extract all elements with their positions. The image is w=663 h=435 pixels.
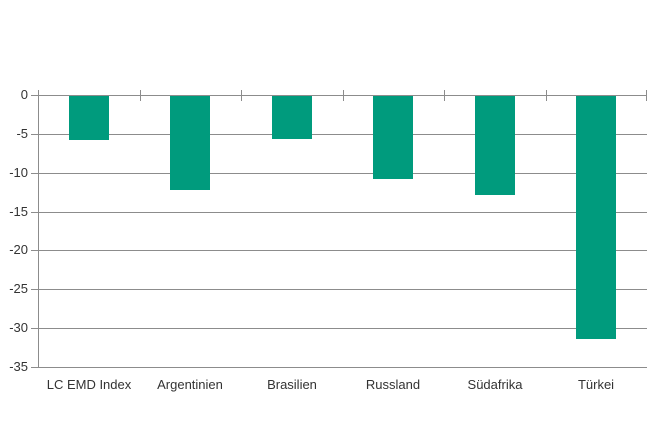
- x-axis-tick: [241, 90, 242, 101]
- x-axis-tick: [646, 90, 647, 101]
- bar: [576, 96, 616, 339]
- x-axis-tick: [38, 90, 39, 101]
- y-tick-label: -30: [9, 320, 28, 335]
- bar: [69, 96, 109, 140]
- y-tick-label: 0: [20, 87, 28, 102]
- category-label: Russland: [365, 377, 421, 392]
- y-axis-tick: [31, 173, 38, 174]
- gridline: [38, 367, 647, 368]
- y-tick-label: -35: [9, 359, 28, 374]
- gridline: [38, 250, 647, 251]
- x-axis-tick: [140, 90, 141, 101]
- y-axis-tick: [31, 289, 38, 290]
- y-tick-label: -25: [9, 281, 28, 296]
- gridline: [38, 212, 647, 213]
- category-label: Türkei: [577, 377, 615, 392]
- gridline: [38, 173, 647, 174]
- x-axis-tick: [546, 90, 547, 101]
- category-label: LC EMD Index: [46, 377, 132, 392]
- bar: [170, 96, 210, 190]
- bar: [272, 96, 312, 139]
- y-tick-label: -10: [9, 165, 28, 180]
- x-axis-tick: [444, 90, 445, 101]
- y-axis-tick: [31, 212, 38, 213]
- gridline: [38, 289, 647, 290]
- bar: [475, 96, 515, 195]
- bar: [373, 96, 413, 179]
- x-axis-tick: [343, 90, 344, 101]
- y-tick-label: -5: [16, 126, 28, 141]
- y-axis-tick: [31, 250, 38, 251]
- gridline: [38, 95, 647, 96]
- category-label: Brasilien: [267, 377, 317, 392]
- y-tick-label: -20: [9, 242, 28, 257]
- y-axis-tick: [31, 134, 38, 135]
- y-tick-label: -15: [9, 204, 28, 219]
- y-axis-tick: [31, 328, 38, 329]
- category-label: Argentinien: [157, 377, 223, 392]
- y-axis-line: [38, 95, 39, 367]
- gridline: [38, 328, 647, 329]
- category-label: Südafrika: [467, 377, 523, 392]
- y-axis-tick: [31, 367, 38, 368]
- y-axis-tick: [31, 95, 38, 96]
- gridline: [38, 134, 647, 135]
